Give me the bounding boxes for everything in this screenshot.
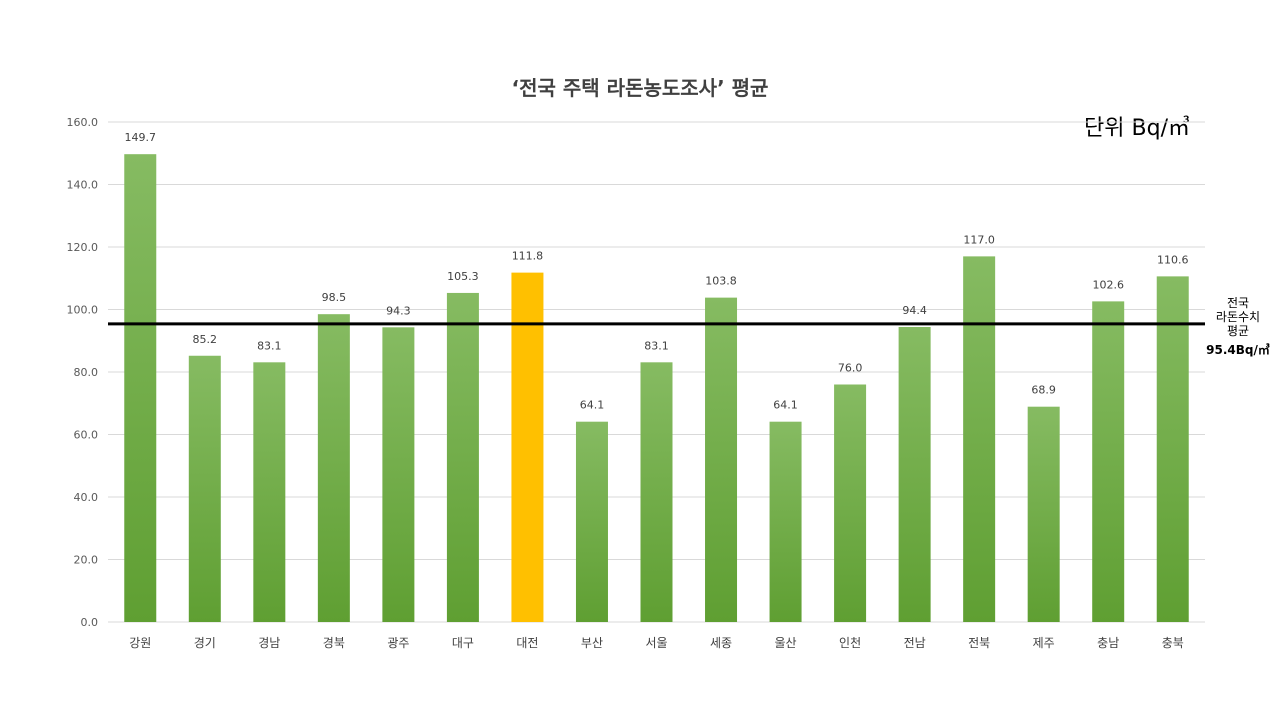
category-label: 제주 — [1033, 636, 1055, 650]
bar-경남 — [253, 362, 286, 622]
y-tick-label: 80.0 — [74, 366, 99, 379]
y-tick-label: 100.0 — [67, 304, 99, 317]
y-tick-label: 60.0 — [74, 429, 99, 442]
reference-label-line: 평균 — [1227, 324, 1249, 338]
data-label: 111.8 — [512, 250, 544, 263]
data-label: 83.1 — [644, 339, 669, 352]
category-label: 대구 — [452, 636, 474, 650]
bar-인천 — [834, 384, 867, 622]
category-label: 울산 — [775, 636, 797, 650]
bar-세종 — [705, 297, 738, 622]
bar-제주 — [1027, 406, 1060, 622]
category-label: 경남 — [258, 636, 280, 650]
y-tick-label: 140.0 — [67, 179, 99, 192]
category-label: 전남 — [904, 636, 926, 650]
category-label: 충남 — [1097, 636, 1119, 650]
category-label: 대전 — [516, 636, 538, 650]
bar-강원 — [124, 154, 157, 622]
category-label: 경기 — [194, 636, 216, 650]
category-label: 서울 — [645, 636, 667, 650]
data-label: 105.3 — [447, 270, 479, 283]
data-label: 64.1 — [773, 399, 798, 412]
reference-label-line: 라돈수치 — [1216, 310, 1260, 324]
unit-label: 단위 Bq/㎥ — [1084, 115, 1190, 141]
bars — [124, 154, 1189, 622]
data-label: 98.5 — [322, 291, 347, 304]
chart-title: ‘전국 주택 라돈농도조사’ 평균 — [512, 76, 769, 100]
category-label: 인천 — [839, 635, 861, 650]
bar-충남 — [1092, 301, 1125, 622]
data-label: 94.3 — [386, 304, 411, 317]
category-label: 충북 — [1162, 636, 1184, 650]
bar-대전 — [511, 272, 544, 622]
reference-value-label: 95.4Bq/㎥ — [1206, 342, 1270, 357]
data-label: 117.0 — [963, 233, 995, 246]
bar-대구 — [446, 292, 479, 622]
data-label: 94.4 — [902, 304, 927, 317]
data-label: 76.0 — [838, 362, 863, 375]
y-tick-label: 40.0 — [74, 491, 99, 504]
bar-부산 — [575, 421, 608, 622]
y-axis-ticks: 0.0 20.0 40.0 60.0 80.0 100.0 120.0 140.0 160.0 — [67, 116, 99, 629]
data-label: 85.2 — [193, 333, 218, 346]
data-labels: 149.7 85.2 83.1 98.5 94.3 105.3 111.8 64.1 83.1 1… — [125, 131, 1189, 412]
data-label: 83.1 — [257, 339, 282, 352]
bar-울산 — [769, 421, 802, 622]
data-label: 68.9 — [1031, 384, 1056, 397]
bar-서울 — [640, 362, 673, 622]
reference-label-line: 전국 — [1227, 296, 1249, 310]
y-tick-label: 120.0 — [67, 241, 99, 254]
data-label: 149.7 — [125, 131, 157, 144]
category-label: 전북 — [968, 636, 990, 650]
category-label: 강원 — [129, 636, 151, 650]
bar-충북 — [1156, 276, 1189, 622]
x-axis-categories: 강원 경기 경남 경북 광주 대구 대전 부산 서울 세종 울산 인천 전남 전북 제주 충남 충북 — [129, 635, 1184, 650]
y-tick-label: 160.0 — [67, 116, 99, 129]
data-label: 110.6 — [1157, 253, 1189, 266]
data-label: 102.6 — [1092, 278, 1124, 291]
bar-전남 — [898, 327, 931, 622]
y-tick-label: 20.0 — [74, 554, 99, 567]
bar-경북 — [317, 314, 350, 622]
data-label: 64.1 — [580, 399, 605, 412]
category-label: 세종 — [710, 636, 732, 650]
bar-경기 — [188, 355, 221, 622]
category-label: 광주 — [387, 636, 409, 650]
data-label: 103.8 — [705, 275, 737, 288]
bar-광주 — [382, 327, 415, 622]
category-label: 경북 — [323, 636, 345, 650]
y-tick-label: 0.0 — [81, 616, 99, 629]
bar-전북 — [963, 256, 996, 622]
category-label: 부산 — [581, 636, 603, 650]
